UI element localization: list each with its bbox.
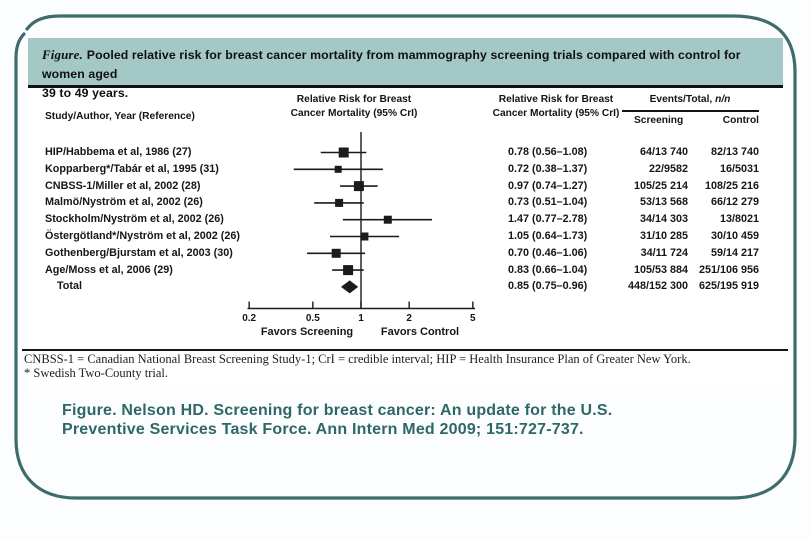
footnote-separator-line (22, 349, 788, 351)
column-header-rr-plot: Relative Risk for Breast Cancer Mortalit… (262, 93, 446, 120)
rr-plot-header-line1: Relative Risk for Breast (296, 94, 412, 105)
row-study-label: Age/Moss et al, 2006 (29) (45, 263, 173, 276)
row-control-value: 30/10 459 (710, 230, 759, 242)
column-header-rr-text: Relative Risk for Breast Cancer Mortalit… (466, 93, 646, 120)
effect-square (343, 265, 354, 276)
row-control-value: 13/8021 (719, 213, 759, 226)
row-screening-value: 53/13 568 (639, 196, 688, 209)
border-path (14, 14, 797, 500)
figure-caption: Figure. Pooled relative risk for breast c… (28, 38, 783, 100)
citation-line-1: Figure. Nelson HD. Screening for breast … (62, 402, 613, 419)
row-control-value: 82/13 740 (710, 146, 759, 158)
axis-tick-label: 0.2 (242, 313, 256, 324)
row-screening-value: 34/11 724 (640, 246, 688, 259)
footnote-line-1: CNBSS-1 = Canadian National Breast Scree… (24, 352, 691, 366)
row-rr-value: 1.47 (0.77–2.78) (508, 213, 588, 226)
row-screening-value: 64/13 740 (639, 146, 688, 158)
axis-tick-label: 1 (358, 313, 364, 324)
row-study-label: Östergötland*/Nyström et al, 2002 (26) (45, 230, 241, 242)
row-study-label: Kopparberg*/Tabár et al, 1995 (31) (45, 162, 219, 175)
row-screening-value: 105/53 884 (633, 263, 688, 276)
row-study-label: Malmö/Nyström et al, 2002 (26) (45, 196, 203, 209)
summary-diamond (341, 280, 359, 294)
column-header-study: Study/Author, Year (Reference) (45, 111, 195, 122)
rr-plot-header-line2: Cancer Mortality (95% CrI) (290, 107, 418, 119)
row-rr-value: 0.72 (0.38–1.37) (508, 162, 588, 175)
footnote-line-2: * Swedish Two-County trial. (24, 366, 169, 380)
row-control-value: 59/14 217 (710, 246, 759, 259)
row-rr-value: 0.70 (0.46–1.06) (508, 246, 588, 259)
row-rr-value: 0.73 (0.51–1.04) (508, 196, 588, 209)
citation-line-2: Preventive Services Task Force. Ann Inte… (62, 421, 584, 438)
axis-tick-label: 2 (406, 313, 412, 324)
events-header-rule (622, 110, 759, 112)
figure-panel: Figure. Pooled relative risk for breast c… (28, 38, 783, 390)
row-screening-value: 34/14 303 (639, 213, 688, 226)
row-screening-value: 22/9582 (648, 162, 688, 175)
effect-square (338, 147, 349, 158)
favors-control-label: Favors Control (381, 326, 459, 338)
axis-tick-label: 5 (470, 313, 476, 324)
effect-square (335, 198, 344, 207)
row-control-value: 251/106 956 (698, 263, 759, 276)
row-rr-value: 1.05 (0.64–1.73) (508, 230, 588, 242)
row-screening-value: 31/10 285 (639, 230, 688, 242)
effect-square (331, 248, 341, 258)
row-rr-value: 0.97 (0.74–1.27) (508, 179, 588, 192)
events-header-nn: n/n (715, 94, 731, 105)
caption-text-line1: Pooled relative risk for breast cancer m… (42, 48, 741, 81)
rr-text-header-line1: Relative Risk for Breast (498, 94, 614, 105)
row-screening-value: 105/25 214 (633, 179, 688, 192)
effect-square (353, 181, 364, 192)
axis-tick-label: 0.5 (306, 313, 320, 324)
row-control-value: 108/25 216 (704, 179, 759, 192)
favors-screening-label: Favors Screening (261, 326, 353, 338)
row-rr-value: 0.85 (0.75–0.96) (508, 280, 588, 293)
row-rr-value: 0.83 (0.66–1.04) (508, 263, 588, 276)
column-header-screening: Screening (634, 115, 684, 126)
caption-figure-label: Figure. (42, 47, 83, 62)
column-header-events: Events/Total, n/n (620, 93, 760, 107)
row-screening-value: 448/152 300 (627, 280, 688, 293)
row-rr-value: 0.78 (0.56–1.08) (508, 146, 588, 158)
column-header-control: Control (722, 115, 759, 126)
rr-text-header-line2: Cancer Mortality (95% CrI) (492, 107, 620, 119)
effect-square (334, 165, 342, 173)
row-study-label: Stockholm/Nyström et al, 2002 (26) (45, 213, 224, 226)
row-control-value: 625/195 919 (698, 280, 759, 293)
row-study-label: CNBSS-1/Miller et al, 2002 (28) (45, 179, 201, 192)
events-header-prefix: Events/Total, (649, 94, 716, 105)
row-control-value: 16/5031 (719, 162, 759, 175)
effect-square (360, 232, 369, 241)
row-control-value: 66/12 279 (710, 196, 759, 209)
row-study-label: HIP/Habbema et al, 1986 (27) (45, 146, 192, 158)
effect-square (383, 215, 392, 224)
row-study-label: Total (57, 280, 82, 293)
caption-text-line2: 39 to 49 years. (42, 86, 129, 100)
row-study-label: Gothenberg/Bjurstam et al, 2003 (30) (45, 246, 233, 259)
